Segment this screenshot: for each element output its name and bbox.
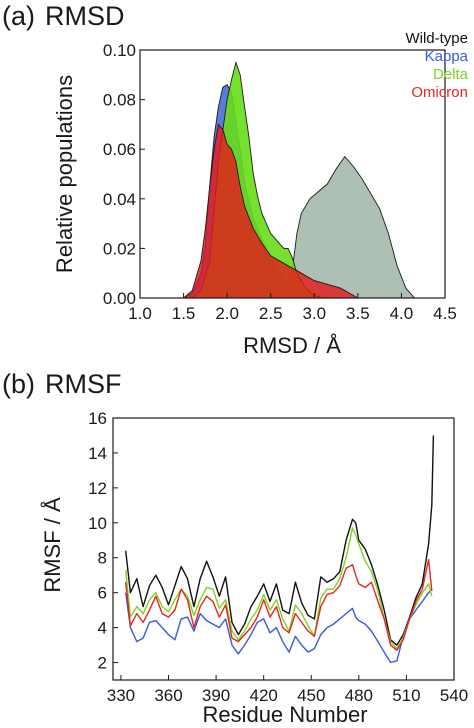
rmsf-y-tick-label: 12 — [88, 479, 107, 498]
rmsf-plot-frame — [112, 417, 455, 681]
legend-wildtype: Wild-type — [405, 30, 468, 47]
rmsf-x-tick-label: 330 — [107, 686, 135, 705]
rmsf-x-tick-label: 480 — [345, 686, 373, 705]
rmsf-y-tick-label: 16 — [88, 409, 107, 428]
legend-omicron: Omicron — [411, 84, 468, 101]
rmsd-plot-frame — [139, 49, 446, 299]
rmsd-y-tick-label: 0.10 — [103, 41, 136, 60]
rmsd-series-group — [181, 60, 416, 299]
rmsf-y-tick-label: 10 — [88, 514, 107, 533]
rmsd-panel: (a) RMSD 1.0 1.5 2.0 2.5 3.0 3.5 4.0 4.5 0.00 0.0… — [2, 1, 469, 358]
rmsf-y-tick-label: 4 — [98, 619, 107, 638]
rmsf-line-delta — [125, 527, 433, 650]
rmsf-line-wild-type — [125, 435, 435, 646]
rmsf-y-tick-label: 2 — [98, 654, 107, 673]
rmsd-y-tick-label: 0.08 — [103, 91, 136, 110]
panel-a-label: (a) — [2, 1, 35, 31]
rmsd-x-tick-label: 4.5 — [433, 304, 457, 323]
rmsd-x-tick-label: 3.0 — [302, 304, 326, 323]
rmsf-series-group — [125, 435, 435, 664]
rmsf-panel: (b) RMSF 330 360 390 420 450 480 510 540 2 4 6 8 10 1… — [2, 369, 468, 727]
rmsf-x-axis-label: Residue Number — [202, 702, 367, 727]
rmsf-y-tick-label: 8 — [98, 549, 107, 568]
rmsf-title: RMSF — [45, 369, 122, 399]
rmsf-x-tick-label: 540 — [440, 686, 468, 705]
legend-delta: Delta — [433, 66, 469, 83]
rmsf-x-tick-label: 420 — [249, 686, 277, 705]
rmsf-x-tick-label: 360 — [154, 686, 182, 705]
rmsd-y-tick-label: 0.02 — [103, 239, 136, 258]
rmsf-y-tick-label: 6 — [98, 584, 107, 603]
rmsd-x-tick-label: 1.5 — [172, 304, 196, 323]
rmsd-title: RMSD — [45, 1, 125, 31]
rmsd-y-axis-label: Relative populations — [52, 75, 77, 273]
rmsd-x-tick-label: 2.5 — [259, 304, 283, 323]
rmsd-x-tick-label: 4.0 — [390, 304, 414, 323]
rmsf-x-tick-label: 510 — [392, 686, 420, 705]
rmsf-y-axis-label: RMSF / Å — [40, 497, 65, 593]
rmsf-line-kappa — [125, 588, 433, 664]
rmsd-y-tick-label: 0.00 — [103, 289, 136, 308]
rmsf-x-tick-label: 390 — [202, 686, 230, 705]
rmsf-ticks: 330 360 390 420 450 480 510 540 2 4 6 8 10 12 14 16 — [88, 409, 468, 705]
rmsd-area-omicron — [182, 123, 360, 299]
rmsf-line-omicron — [125, 558, 433, 651]
rmsd-x-axis-label: RMSD / Å — [243, 333, 341, 358]
rmsd-x-tick-label: 3.5 — [346, 304, 370, 323]
rmsd-ticks: 1.0 1.5 2.0 2.5 3.0 3.5 4.0 4.5 0.00 0.02 0.04 0.06… — [103, 41, 457, 323]
rmsd-x-tick-label: 2.0 — [215, 304, 239, 323]
rmsd-x-tick-label: 1.0 — [128, 304, 152, 323]
rmsf-y-tick-label: 14 — [88, 444, 107, 463]
rmsf-x-tick-label: 450 — [297, 686, 325, 705]
panel-b-label: (b) — [2, 369, 35, 399]
rmsd-y-tick-label: 0.04 — [103, 190, 136, 209]
legend-kappa: Kappa — [425, 48, 469, 65]
rmsd-legend: Wild-type Kappa Delta Omicron — [405, 30, 468, 101]
rmsd-y-tick-label: 0.06 — [103, 140, 136, 159]
